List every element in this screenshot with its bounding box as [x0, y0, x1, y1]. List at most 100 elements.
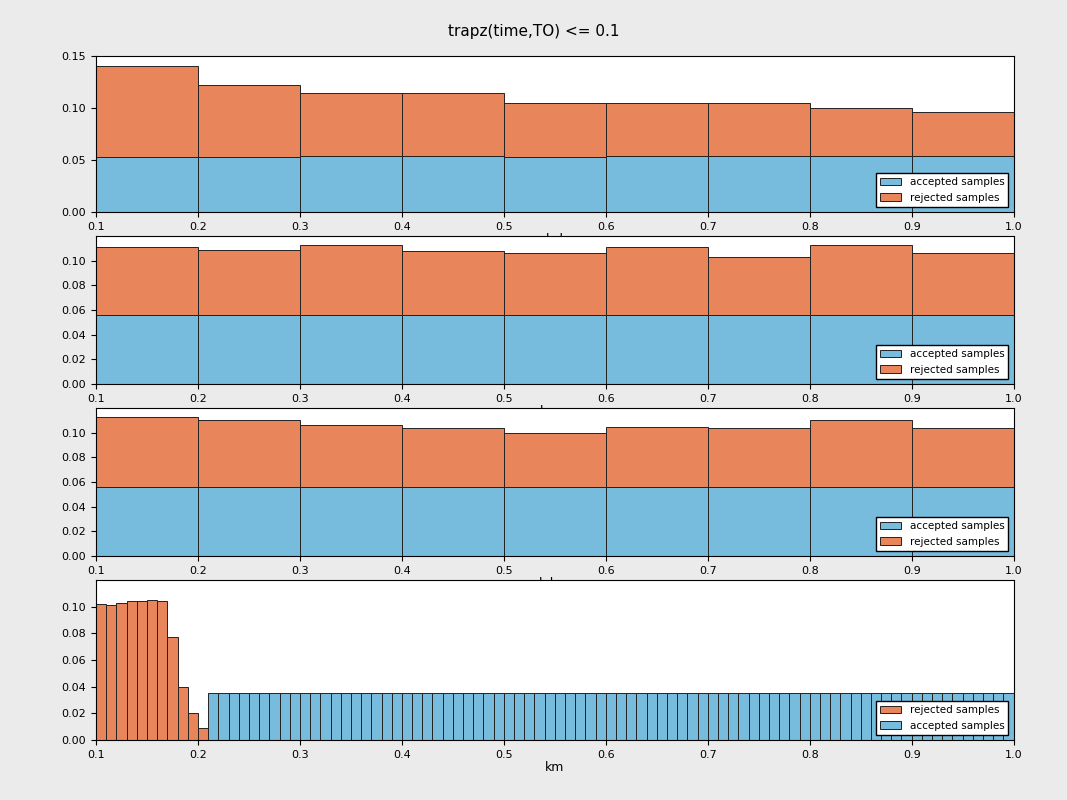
Bar	[198, 250, 300, 315]
Bar	[647, 694, 657, 740]
Bar	[198, 315, 300, 384]
Bar	[504, 102, 606, 157]
Bar	[504, 254, 606, 315]
Bar	[96, 157, 198, 212]
Bar	[606, 103, 707, 156]
Bar	[718, 694, 728, 740]
Bar	[738, 694, 749, 740]
Bar	[575, 694, 586, 740]
Bar	[514, 694, 524, 740]
Bar	[810, 108, 911, 156]
X-axis label: kdeg: kdeg	[539, 577, 571, 590]
Bar	[687, 694, 698, 740]
Bar	[127, 602, 137, 740]
Bar	[606, 156, 707, 212]
Bar	[993, 694, 1003, 740]
Bar	[269, 694, 280, 740]
Bar	[423, 694, 432, 740]
Bar	[443, 694, 452, 740]
Bar	[749, 694, 759, 740]
Bar	[698, 694, 707, 740]
Bar	[412, 694, 423, 740]
Bar	[331, 694, 340, 740]
Bar	[300, 315, 402, 384]
Bar	[861, 694, 871, 740]
Bar	[790, 694, 799, 740]
Bar	[239, 694, 249, 740]
Bar	[96, 417, 198, 487]
Bar	[351, 694, 361, 740]
Bar	[911, 156, 1014, 212]
Bar	[953, 694, 962, 740]
Bar	[810, 694, 819, 740]
Bar	[657, 694, 667, 740]
X-axis label: ksyn: ksyn	[540, 405, 570, 418]
Bar	[911, 112, 1014, 156]
Bar	[96, 315, 198, 384]
Bar	[157, 602, 168, 740]
Bar	[586, 694, 595, 740]
Bar	[911, 694, 922, 740]
Bar	[841, 694, 850, 740]
Bar	[116, 602, 127, 740]
Bar	[911, 428, 1014, 487]
Bar	[402, 250, 504, 315]
Bar	[759, 694, 769, 740]
Bar	[810, 315, 911, 384]
Bar	[942, 694, 953, 740]
Bar	[402, 428, 504, 487]
Bar	[504, 487, 606, 556]
Bar	[259, 694, 269, 740]
Bar	[524, 694, 535, 740]
Bar	[555, 694, 566, 740]
Bar	[188, 714, 198, 740]
Bar	[707, 487, 810, 556]
Bar	[402, 694, 412, 740]
Bar	[707, 694, 718, 740]
Bar	[300, 487, 402, 556]
Bar	[810, 420, 911, 487]
Bar	[973, 694, 983, 740]
Bar	[219, 694, 228, 740]
Bar	[606, 487, 707, 556]
Bar	[452, 694, 463, 740]
Bar	[340, 694, 351, 740]
Bar	[463, 694, 474, 740]
Bar	[483, 694, 494, 740]
Bar	[494, 694, 504, 740]
Bar	[911, 315, 1014, 384]
Bar	[300, 156, 402, 212]
Bar	[402, 94, 504, 156]
Bar	[566, 694, 575, 740]
Bar	[300, 694, 310, 740]
Bar	[168, 638, 177, 740]
Bar	[402, 156, 504, 212]
Text: trapz(time,TO) <= 0.1: trapz(time,TO) <= 0.1	[448, 24, 619, 39]
Bar	[707, 156, 810, 212]
Bar	[810, 156, 911, 212]
Bar	[728, 694, 738, 740]
Bar	[290, 694, 300, 740]
Bar	[871, 694, 881, 740]
Bar	[198, 85, 300, 157]
Bar	[678, 694, 687, 740]
Bar	[891, 694, 902, 740]
Bar	[300, 426, 402, 487]
Bar	[911, 487, 1014, 556]
Bar	[300, 94, 402, 156]
Bar	[147, 600, 157, 740]
Bar	[504, 694, 514, 740]
Bar	[636, 694, 647, 740]
Bar	[392, 694, 402, 740]
Bar	[208, 694, 219, 740]
Bar	[107, 606, 116, 740]
Bar	[504, 315, 606, 384]
Bar	[902, 694, 911, 740]
Bar	[198, 157, 300, 212]
Bar	[280, 694, 290, 740]
Bar	[606, 426, 707, 487]
Bar	[830, 694, 841, 740]
Bar	[198, 420, 300, 487]
Bar	[96, 604, 107, 740]
Bar	[707, 257, 810, 315]
